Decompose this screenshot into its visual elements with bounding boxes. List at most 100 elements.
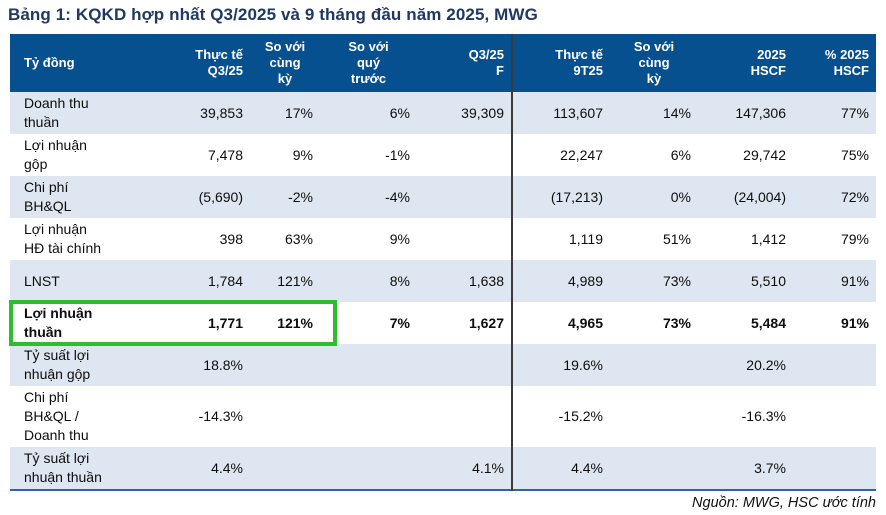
table-row: Lợi nhuận HĐ tài chính 398 63% 9% 1,119 51% 1,… [10,218,876,260]
column-header: % 2025 HSCF [793,34,876,92]
value-cell: 6% [320,92,417,134]
column-header: Q3/25 F [417,34,512,92]
value-cell [610,447,698,490]
column-header: So với cùng kỳ [250,34,320,92]
value-cell: 51% [662,230,691,247]
value-cell [417,386,512,447]
value-cell: 73% [610,260,698,302]
results-table-wrap: Tỷ đồng Thực tế Q3/25 So với cùng kỳ So với… [9,34,876,491]
value-cell [610,344,698,386]
row-label: Lợi nhuận thuần [24,305,93,340]
value-cell: 1,412 [750,230,786,247]
header-row: Tỷ đồng Thực tế Q3/25 So với cùng kỳ So với… [10,34,876,92]
value-cell: -15.2% [511,386,610,447]
row-label: LNST [10,260,142,302]
value-cell: 17% [250,92,320,134]
value-cell [320,447,417,490]
value-cell [793,344,876,386]
value-cell: 73% [662,314,691,331]
value-cell [793,386,876,447]
row-label: Chi phí BH&QL [10,176,142,218]
value-cell [417,176,512,218]
value-cell: 9% [389,230,410,247]
value-cell: 4.1% [417,447,512,490]
value-cell: -4% [320,176,417,218]
value-cell: (5,690) [142,176,250,218]
value-cell: 39,309 [417,92,512,134]
source-note: Nguồn: MWG, HSC ước tính [692,495,876,511]
table-row: Chi phí BH&QL (5,690) -2% -4% (17,213) 0% (24,… [10,176,876,218]
table-row: Lợi nhuận gộp 7,478 9% -1% 22,247 6% 29,742 75% [10,134,876,176]
value-cell [250,447,320,490]
value-cell: 1,784 [142,260,250,302]
value-cell: 91% [793,260,876,302]
value-cell: 18.8% [142,344,250,386]
value-cell: 5,510 [698,260,793,302]
value-cell [417,134,512,176]
table-row: Chi phí BH&QL / Doanh thu -14.3% -15.2% -16… [10,386,876,447]
table-body: Doanh thu thuần 39,853 17% 6% 39,309 113,607 1… [10,92,876,490]
value-cell: 9% [292,146,313,163]
value-cell: 5,484 [750,314,786,331]
value-cell: 79% [840,230,869,247]
value-cell [320,386,417,447]
value-cell: 77% [793,92,876,134]
value-cell [320,344,417,386]
table-row: Lợi nhuận thuần 1,771 121% 7% 1,627 4,965 73% 5… [10,302,876,344]
value-cell: -2% [250,176,320,218]
value-cell: 1,627 [468,314,504,331]
value-cell: 121% [250,260,320,302]
value-cell: 1,119 [511,218,610,260]
column-header: Thực tế Q3/25 [142,34,250,92]
column-header: So với quý trước [320,34,417,92]
value-cell: 14% [610,92,698,134]
row-label: Chi phí BH&QL / Doanh thu [24,389,89,443]
value-cell [417,218,512,260]
value-cell: 0% [610,176,698,218]
value-cell [250,344,320,386]
results-table: Tỷ đồng Thực tế Q3/25 So với cùng kỳ So với… [10,34,876,491]
row-label: Lợi nhuận gộp [24,137,87,172]
value-cell [417,344,512,386]
value-cell: 29,742 [743,146,786,163]
value-cell: 1,771 [207,314,243,331]
row-label: Lợi nhuận HĐ tài chính [24,221,102,256]
value-cell: 398 [219,230,243,247]
value-cell [793,447,876,490]
value-cell: 4,965 [511,302,610,344]
row-label: Tỷ suất lợi nhuận thuần [10,447,142,490]
table-row: LNST 1,784 121% 8% 1,638 4,989 73% 5,510 91% [10,260,876,302]
value-cell: -14.3% [198,408,243,424]
column-header: So với cùng kỳ [610,34,698,92]
figure-title: Bảng 1: KQKD hợp nhất Q3/2025 và 9 tháng… [8,5,538,24]
column-header: 2025 HSCF [698,34,793,92]
value-cell: 7% [389,314,410,331]
column-header: Tỷ đồng [10,34,142,92]
value-cell: 20.2% [698,344,793,386]
value-cell: 91% [840,314,869,331]
value-cell: 22,247 [511,134,610,176]
value-cell: 4.4% [142,447,250,490]
value-cell: 63% [284,230,313,247]
value-cell: 121% [277,314,313,331]
value-cell: 6% [670,146,691,163]
table-row: Tỷ suất lợi nhuận gộp 18.8% 19.6% 20.2% [10,344,876,386]
table-row: Doanh thu thuần 39,853 17% 6% 39,309 113,607 1… [10,92,876,134]
value-cell: 19.6% [511,344,610,386]
value-cell: 113,607 [511,92,610,134]
value-cell [250,386,320,447]
value-cell: 7,478 [207,146,243,163]
value-cell: 39,853 [142,92,250,134]
value-cell [610,386,698,447]
value-cell: 75% [840,146,869,163]
row-label: Doanh thu thuần [10,92,142,134]
value-cell: 1,638 [417,260,512,302]
value-cell: 3.7% [698,447,793,490]
table-row: Tỷ suất lợi nhuận thuần 4.4% 4.1% 4.4% 3.7% [10,447,876,490]
value-cell: 147,306 [698,92,793,134]
value-cell: 72% [793,176,876,218]
value-cell: 4,989 [511,260,610,302]
column-header: Thực tế 9T25 [511,34,610,92]
value-cell: (24,004) [698,176,793,218]
